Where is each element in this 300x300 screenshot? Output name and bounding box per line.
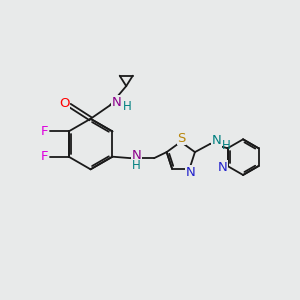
Text: N: N [132, 149, 142, 162]
Text: N: N [112, 96, 121, 109]
Text: H: H [132, 159, 141, 172]
Text: O: O [59, 97, 70, 110]
Text: N: N [218, 161, 227, 174]
Text: F: F [40, 150, 48, 163]
Text: N: N [186, 166, 196, 179]
Text: S: S [177, 132, 186, 145]
Text: N: N [212, 134, 221, 147]
Text: H: H [221, 139, 230, 152]
Text: F: F [40, 125, 48, 138]
Text: H: H [123, 100, 131, 113]
